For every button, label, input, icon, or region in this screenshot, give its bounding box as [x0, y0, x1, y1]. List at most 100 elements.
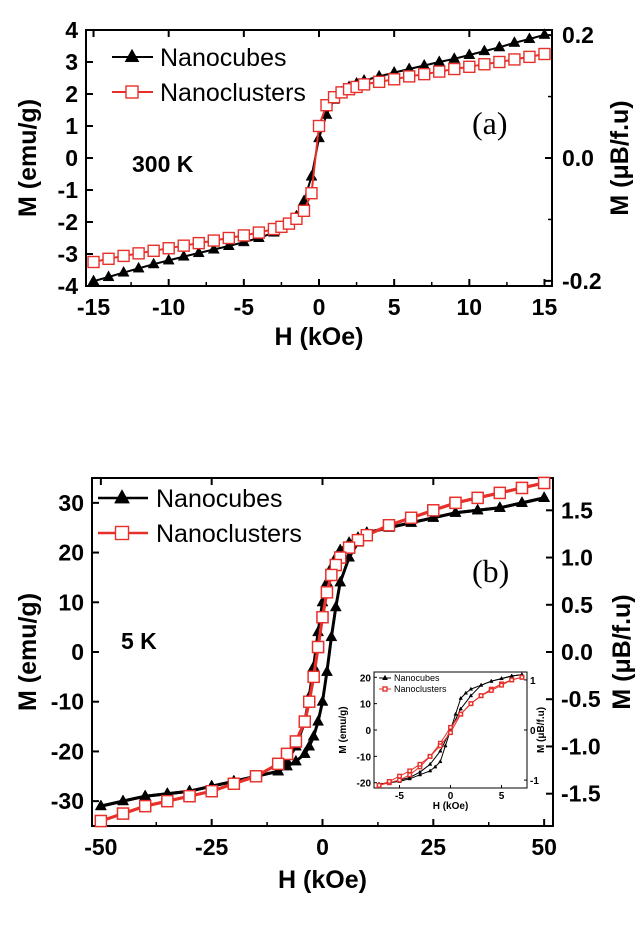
data-point-b	[427, 511, 440, 522]
data-point-b	[205, 785, 218, 798]
data-point-a	[508, 36, 521, 47]
inset-y-tick-label: 10	[360, 700, 372, 711]
y-tick-label-a: -3	[58, 241, 78, 267]
data-point-a	[523, 32, 536, 43]
data-point-a	[523, 50, 536, 64]
data-point-b	[404, 511, 418, 524]
inset-data-point	[417, 761, 423, 767]
data-point-b	[351, 533, 365, 547]
inset-data-point	[448, 730, 453, 736]
data-point-b	[449, 506, 462, 517]
panel-b: -50 -25 0 25 50-30-20-100102030-1.5-1.0-0.50…	[14, 476, 636, 894]
right-tick-label-b: 0.0	[561, 639, 593, 665]
data-point-a	[192, 246, 205, 258]
data-point-a	[207, 242, 220, 254]
inset-data-point	[488, 688, 494, 693]
data-point-a	[478, 44, 491, 56]
inset-data-point	[443, 743, 448, 748]
inset-data-point	[458, 711, 464, 717]
inset-data-point	[417, 772, 423, 777]
x-tick-label-a: -10	[152, 294, 185, 320]
right-tick-label-b: -1.5	[561, 781, 601, 807]
data-point-a	[222, 239, 235, 251]
inset-legend-text: Nanoclusters	[394, 684, 447, 694]
inset-data-point	[433, 764, 438, 769]
data-point-a	[147, 244, 160, 258]
data-point-a	[207, 234, 220, 247]
inset-data-point	[453, 711, 458, 716]
data-point-b	[161, 794, 174, 808]
data-point-b	[320, 586, 334, 599]
data-point-b	[471, 503, 484, 515]
data-point-b	[449, 496, 462, 510]
x-tick-label-a: -15	[77, 294, 110, 320]
inset-legend-marker	[382, 674, 388, 680]
data-point-a	[192, 236, 205, 250]
data-point-b	[321, 665, 333, 676]
y-axis-title-b: M (emu/g)	[14, 593, 42, 711]
legend-text-b: Nanocubes	[156, 485, 282, 513]
inset-x-axis-title: H (kOe)	[433, 801, 469, 812]
data-point-a	[87, 274, 100, 286]
data-point-b	[307, 670, 320, 684]
data-point-a	[508, 53, 521, 66]
y-tick-label-a: 3	[65, 49, 78, 75]
inset-y-axis-title: M (emu/g)	[338, 706, 349, 753]
y-tick-label-a: -1	[58, 177, 79, 203]
inset-y-tick-label: 20	[360, 673, 372, 684]
data-point-b	[493, 501, 506, 512]
data-point-b	[117, 794, 129, 806]
data-point-b	[312, 714, 324, 726]
inset-data-point	[438, 759, 443, 764]
data-point-b	[325, 630, 338, 642]
data-point-a	[448, 52, 461, 63]
panel-label-a: (a)	[472, 105, 508, 141]
data-point-b	[325, 568, 338, 582]
y-tick-label-a: 0	[65, 145, 78, 171]
data-point-b	[298, 715, 311, 728]
data-point-b	[94, 814, 108, 828]
x-axis-title-a: H (kOe)	[275, 323, 364, 351]
x-tick-label-b: 25	[421, 834, 447, 860]
data-point-a	[147, 257, 160, 269]
data-point-a	[372, 75, 386, 89]
right-tick-label-b: 1.0	[561, 545, 593, 571]
data-point-b	[334, 575, 347, 587]
temperature-label-a: 300 K	[132, 151, 194, 177]
data-point-a	[132, 247, 145, 260]
data-point-b	[516, 496, 528, 507]
data-point-b	[471, 491, 484, 505]
legend-text-a: Nanoclusters	[160, 79, 306, 107]
data-point-b	[316, 611, 329, 624]
data-point-a	[177, 249, 190, 261]
y-tick-label-a: -4	[58, 273, 79, 299]
y-axis-title-a: M (emu/g)	[14, 99, 42, 217]
inset-data-point	[438, 748, 443, 753]
inset-data-point	[427, 768, 433, 773]
data-point-a	[402, 70, 416, 83]
inset-data-point	[427, 753, 433, 759]
data-point-a	[493, 40, 506, 52]
y-tick-label-b: 10	[58, 589, 84, 615]
data-point-a	[162, 253, 175, 265]
x-axis-title-b: H (kOe)	[278, 866, 367, 894]
y-tick-label-a: 4	[65, 17, 78, 43]
x-tick-label-a: 0	[313, 294, 326, 320]
data-point-b	[289, 735, 303, 748]
data-point-a	[290, 212, 303, 226]
data-point-b	[329, 600, 342, 612]
data-point-a	[478, 58, 491, 71]
inset-data-point	[458, 695, 463, 700]
data-point-b	[116, 807, 130, 820]
data-point-a	[252, 226, 266, 239]
y-tick-label-b: -10	[51, 689, 84, 715]
data-point-b	[94, 799, 107, 811]
inset-y-tick-label: -20	[357, 779, 372, 790]
x-tick-label-a: 10	[457, 294, 483, 320]
data-point-a	[87, 255, 100, 269]
data-point-b	[183, 789, 196, 803]
x-tick-label-b: -50	[84, 834, 117, 860]
data-point-b	[307, 729, 320, 741]
data-point-b	[271, 757, 285, 771]
inset-data-point	[437, 743, 443, 749]
